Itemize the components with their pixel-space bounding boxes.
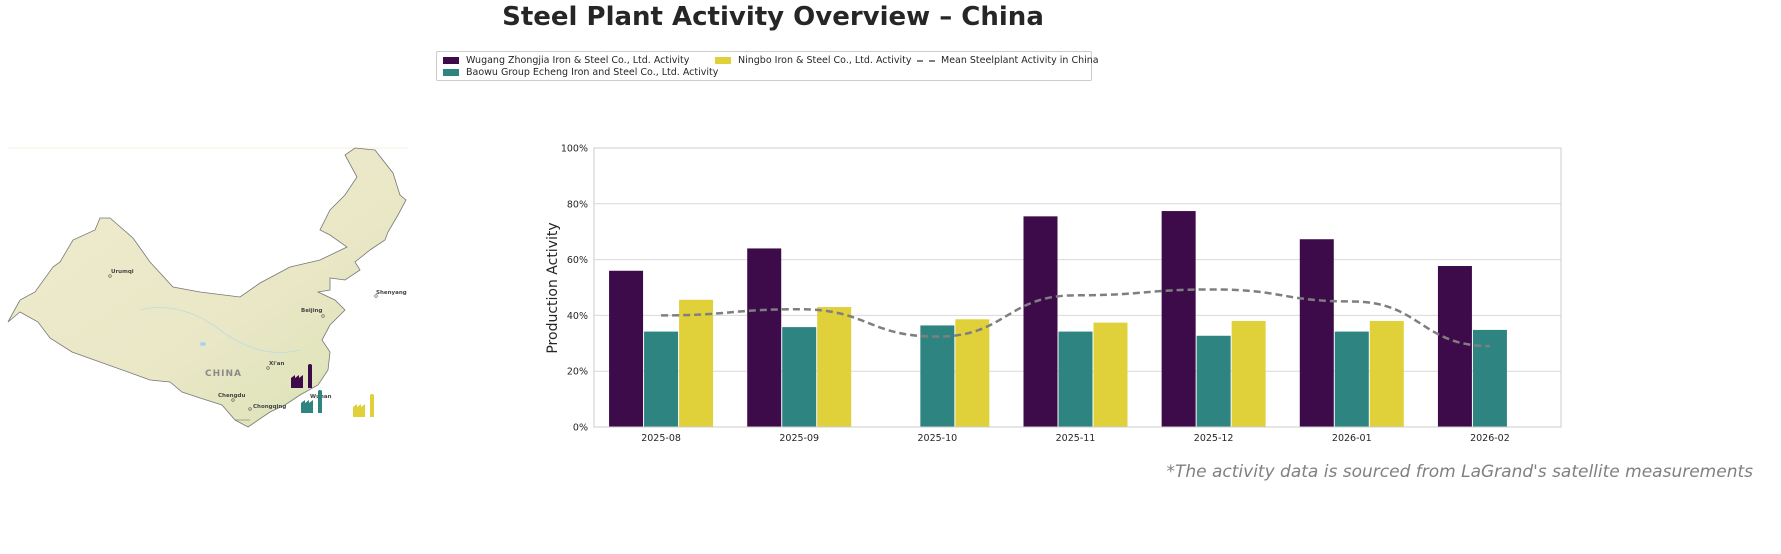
bar-1-2025-11 (1058, 331, 1093, 427)
bar-1-2026-01 (1334, 331, 1369, 427)
city-label: Xi'an (269, 361, 285, 367)
legend-label: Mean Steelplant Activity in China (941, 55, 1099, 66)
legend-dash (917, 59, 935, 62)
legend-item-baowu: Baowu Group Echeng Iron and Steel Co., L… (443, 67, 718, 78)
y-tick-label: 40% (567, 311, 588, 322)
x-tick-label: 2026-01 (1332, 433, 1372, 444)
country-label: CHINA (205, 369, 242, 379)
page-title: Steel Plant Activity Overview – China (502, 2, 1044, 32)
legend-label: Baowu Group Echeng Iron and Steel Co., L… (466, 67, 719, 78)
footnote: *The activity data is sourced from LaGra… (1166, 462, 1753, 482)
x-tick-label: 2025-08 (641, 433, 681, 444)
bar-2-2025-12 (1231, 320, 1266, 427)
bar-0-2026-02 (1437, 266, 1472, 427)
bar-1-2025-09 (782, 327, 817, 427)
bar-1-2025-10 (920, 325, 955, 427)
plot-frame (593, 147, 1562, 428)
lake (200, 342, 206, 346)
factory-icon-wugang (291, 364, 312, 388)
legend: Wugang Zhongjia Iron & Steel Co., Ltd. A… (436, 51, 1099, 81)
city-label: Beijing (301, 308, 322, 314)
bar-2-2025-10 (955, 319, 990, 427)
bar-0-2025-08 (609, 270, 644, 427)
y-tick-label: 60% (567, 255, 588, 266)
legend-item-ningbo: Ningbo Iron & Steel Co., Ltd. Activity (715, 55, 912, 66)
bar-1-2025-12 (1196, 335, 1231, 427)
legend-label: Wugang Zhongjia Iron & Steel Co., Ltd. A… (466, 55, 690, 66)
bar-2-2025-08 (679, 299, 714, 427)
bar-1-2025-08 (644, 331, 679, 427)
y-axis-label: Production Activity (545, 222, 561, 353)
city-label: Shenyang (376, 290, 407, 296)
factory-icon-baowu (301, 390, 322, 413)
y-tick-label: 80% (567, 199, 588, 210)
x-tick-label: 2026-02 (1470, 433, 1510, 444)
city-label: Chongqing (253, 404, 286, 410)
city-label: Urumqi (111, 269, 134, 275)
bar-0-2025-12 (1161, 211, 1196, 427)
x-tick-label: 2025-11 (1056, 433, 1096, 444)
bar-0-2026-01 (1299, 239, 1334, 427)
bar-2-2025-11 (1093, 322, 1128, 427)
y-tick-label: 0% (573, 423, 588, 434)
legend-swatch (715, 57, 731, 64)
legend-swatch (443, 57, 459, 64)
x-tick-label: 2025-09 (779, 433, 819, 444)
x-tick-label: 2025-12 (1194, 433, 1234, 444)
legend-item-wugang: Wugang Zhongjia Iron & Steel Co., Ltd. A… (443, 55, 689, 66)
bar-2-2025-09 (817, 307, 852, 427)
legend-label: Ningbo Iron & Steel Co., Ltd. Activity (738, 55, 912, 66)
china-outline (7, 147, 407, 428)
legend-swatch (443, 69, 459, 76)
y-tick-label: 100% (561, 144, 588, 155)
factory-icon-ningbo (353, 394, 374, 417)
x-tick-label: 2025-10 (918, 433, 958, 444)
legend-item-mean: Mean Steelplant Activity in China (917, 55, 1099, 66)
bar-0-2025-09 (747, 248, 782, 427)
china-map: Urumqi Beijing Shenyang Xi'an Chengdu Ch… (7, 147, 408, 428)
y-tick-label: 20% (567, 367, 588, 378)
bar-2-2026-01 (1369, 320, 1404, 427)
bar-0-2025-11 (1023, 216, 1058, 427)
city-label: Chengdu (218, 393, 245, 399)
